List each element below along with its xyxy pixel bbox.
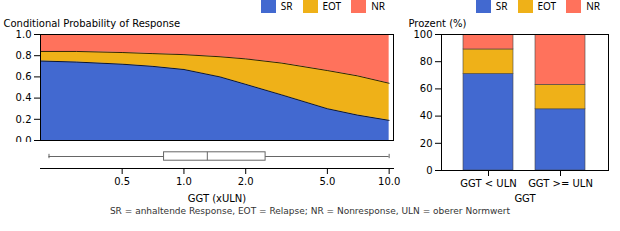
svg-text:100: 100	[413, 29, 432, 40]
svg-text:80: 80	[420, 56, 433, 67]
svg-text:60: 60	[420, 83, 433, 94]
svg-text:GGT (xULN): GGT (xULN)	[188, 193, 247, 204]
svg-text:GGT: GGT	[514, 193, 536, 204]
svg-text:0.4: 0.4	[16, 92, 32, 103]
svg-text:Conditional Probability of Res: Conditional Probability of Response	[4, 18, 181, 29]
svg-text:0.8: 0.8	[16, 50, 32, 61]
svg-text:GGT < ULN: GGT < ULN	[460, 178, 516, 189]
svg-text:1.0: 1.0	[16, 29, 32, 40]
svg-text:40: 40	[420, 110, 433, 121]
svg-text:10.0: 10.0	[378, 176, 400, 187]
svg-text:1.0: 1.0	[176, 176, 192, 187]
svg-text:0: 0	[426, 165, 432, 176]
svg-text:2.0: 2.0	[238, 176, 254, 187]
svg-text:Prozent (%): Prozent (%)	[409, 18, 467, 29]
svg-text:0.2: 0.2	[16, 114, 32, 125]
svg-text:0.5: 0.5	[114, 176, 130, 187]
svg-text:5.0: 5.0	[319, 176, 335, 187]
svg-text:20: 20	[420, 138, 433, 149]
svg-text:0.0: 0.0	[16, 135, 32, 142]
html-text:SR = anhaltende Response, EOT: SR = anhaltende Response, EOT = Relapse;…	[109, 206, 511, 216]
svg-text:GGT >= ULN: GGT >= ULN	[528, 178, 593, 189]
svg-text:0.6: 0.6	[16, 71, 32, 82]
